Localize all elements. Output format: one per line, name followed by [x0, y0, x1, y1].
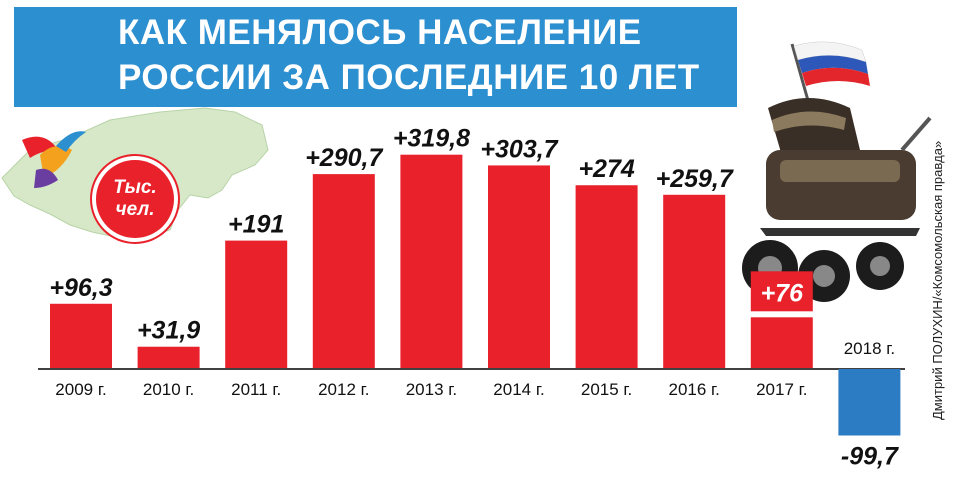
- value-label: +191: [228, 211, 284, 239]
- category-label: 2010 г.: [143, 380, 194, 399]
- bar-2011г: [225, 240, 288, 368]
- bar-2016г: [663, 194, 726, 368]
- value-label: +259,7: [656, 165, 734, 193]
- unit-badge: Тыс. чел.: [96, 160, 174, 238]
- bar-2010г: [137, 346, 200, 368]
- value-label: +96,3: [49, 274, 112, 302]
- value-label-box: [750, 271, 813, 312]
- bar-2014г: [488, 165, 550, 368]
- category-label: 2012 г.: [318, 380, 369, 399]
- category-label: 2016 г.: [669, 380, 720, 399]
- title-line-1: КАК МЕНЯЛОСЬ НАСЕЛЕНИЕ: [118, 13, 642, 52]
- value-label: -99,7: [841, 442, 899, 470]
- bird-logo-icon: [22, 131, 86, 188]
- title-banner: [14, 7, 737, 107]
- category-label: 2018 г.: [844, 339, 895, 358]
- category-label: 2014 г.: [493, 380, 544, 399]
- value-label: +274: [578, 155, 634, 183]
- bar-2015г: [575, 185, 638, 368]
- category-label: 2015 г.: [581, 380, 632, 399]
- bar-2018г: [838, 369, 901, 436]
- bar-2017г: [750, 317, 813, 368]
- photo-credit-text: Дмитрий ПОЛУХИН/«Комсомольская правда»: [930, 140, 945, 420]
- bar-series: 2009 г. +96,3 2010 г. +31,9 2011 г. +191 2012 …: [49, 125, 901, 470]
- value-label: +290,7: [305, 144, 383, 172]
- stroller-icon: [742, 98, 932, 302]
- value-label: +303,7: [480, 135, 558, 163]
- category-label: 2013 г.: [406, 380, 457, 399]
- value-label: +319,8: [393, 125, 470, 153]
- value-label: +76: [761, 279, 805, 307]
- title-line-2: РОССИИ ЗА ПОСЛЕДНИЕ 10 ЛЕТ: [118, 58, 700, 97]
- value-label: +31,9: [137, 317, 200, 345]
- bar-2009г: [50, 303, 112, 368]
- unit-line-2: чел.: [115, 199, 155, 220]
- photo-credit: Дмитрий ПОЛУХИН/«Комсомольская правда»: [930, 60, 950, 420]
- bar-2012г: [312, 174, 375, 368]
- category-label: 2011 г.: [231, 380, 281, 399]
- chart-title: КАК МЕНЯЛОСЬ НАСЕЛЕНИЕ РОССИИ ЗА ПОСЛЕДН…: [118, 10, 718, 100]
- category-label: 2009 г.: [55, 380, 106, 399]
- bar-2013г: [400, 154, 463, 368]
- category-label: 2017 г.: [756, 380, 807, 399]
- unit-line-1: Тыс.: [113, 177, 157, 198]
